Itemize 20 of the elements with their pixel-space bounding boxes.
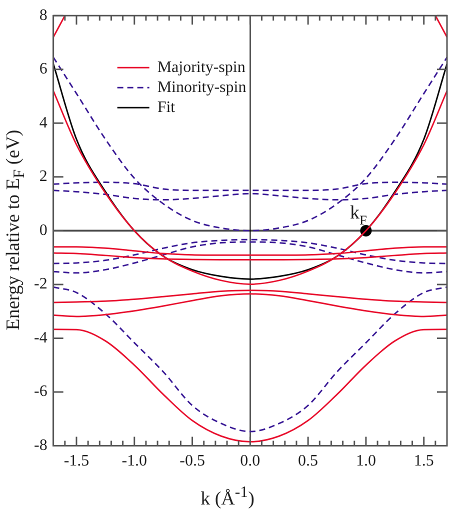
x-tick-label: 0.0 [240, 452, 260, 470]
x-tick-label: 0.5 [298, 452, 318, 470]
x-tick-label: 1.5 [414, 452, 434, 470]
y-tick-label: 8 [39, 6, 48, 24]
y-tick-label: -4 [34, 329, 48, 346]
legend-label: Fit [157, 98, 176, 116]
x-tick-label: -1.0 [122, 452, 148, 470]
x-tick-label: 1.0 [356, 452, 376, 470]
x-tick-label: -0.5 [180, 452, 205, 470]
x-axis-title: k (Å$^{-1}$) [200, 484, 256, 510]
y-tick-label: 2 [39, 168, 48, 186]
y-tick-label: -8 [34, 437, 48, 454]
y-tick-label: 4 [39, 114, 48, 132]
y-tick-label: 0 [39, 222, 48, 239]
x-tick-label: -1.5 [64, 452, 90, 470]
y-tick-label: -2 [34, 276, 48, 293]
y-tick-label: -6 [34, 383, 48, 400]
legend-label: Majority-spin [157, 58, 246, 76]
y-tick-label: 6 [39, 60, 48, 78]
legend-label: Minority-spin [157, 78, 246, 96]
